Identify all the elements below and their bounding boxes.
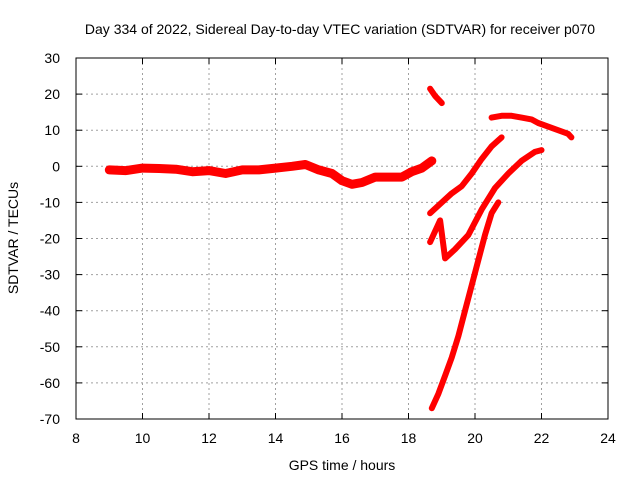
series-trace-3 — [427, 134, 505, 217]
y-tick-label: -10 — [40, 194, 60, 210]
y-tick-label: 20 — [44, 86, 60, 102]
data-series — [104, 85, 575, 412]
y-tick-label: -40 — [40, 303, 60, 319]
x-tick-label: 8 — [72, 430, 80, 446]
y-tick-label: -60 — [40, 375, 60, 391]
x-tick-labels: 8 10 12 14 16 18 20 22 24 — [72, 430, 616, 446]
x-tick-label: 20 — [467, 430, 483, 446]
y-tick-label: 30 — [44, 50, 60, 66]
x-tick-label: 12 — [201, 430, 217, 446]
axis-ticks — [75, 57, 609, 420]
y-tick-label: -30 — [40, 267, 60, 283]
y-tick-label: -70 — [40, 411, 60, 427]
y-tick-labels: -70 -60 -50 -40 -30 -20 -10 0 10 20 30 — [40, 50, 60, 427]
y-tick-label: 10 — [44, 122, 60, 138]
x-tick-label: 16 — [334, 430, 350, 446]
series-trace-5 — [428, 199, 502, 412]
series-trace-6 — [488, 112, 575, 141]
series-trace-1 — [104, 156, 437, 189]
series-trace-2 — [427, 85, 445, 107]
x-tick-label: 14 — [268, 430, 284, 446]
x-tick-label: 10 — [135, 430, 151, 446]
x-tick-label: 24 — [600, 430, 616, 446]
chart-title: Day 334 of 2022, Sidereal Day-to-day VTE… — [85, 21, 595, 37]
y-tick-label: -50 — [40, 339, 60, 355]
x-tick-label: 18 — [401, 430, 417, 446]
series-trace-4 — [427, 147, 545, 262]
x-tick-label: 22 — [534, 430, 550, 446]
gridlines — [76, 58, 608, 419]
y-tick-label: -20 — [40, 231, 60, 247]
y-axis-label: SDTVAR / TECUs — [5, 182, 21, 294]
y-tick-label: 0 — [52, 158, 60, 174]
x-axis-label: GPS time / hours — [289, 457, 396, 473]
